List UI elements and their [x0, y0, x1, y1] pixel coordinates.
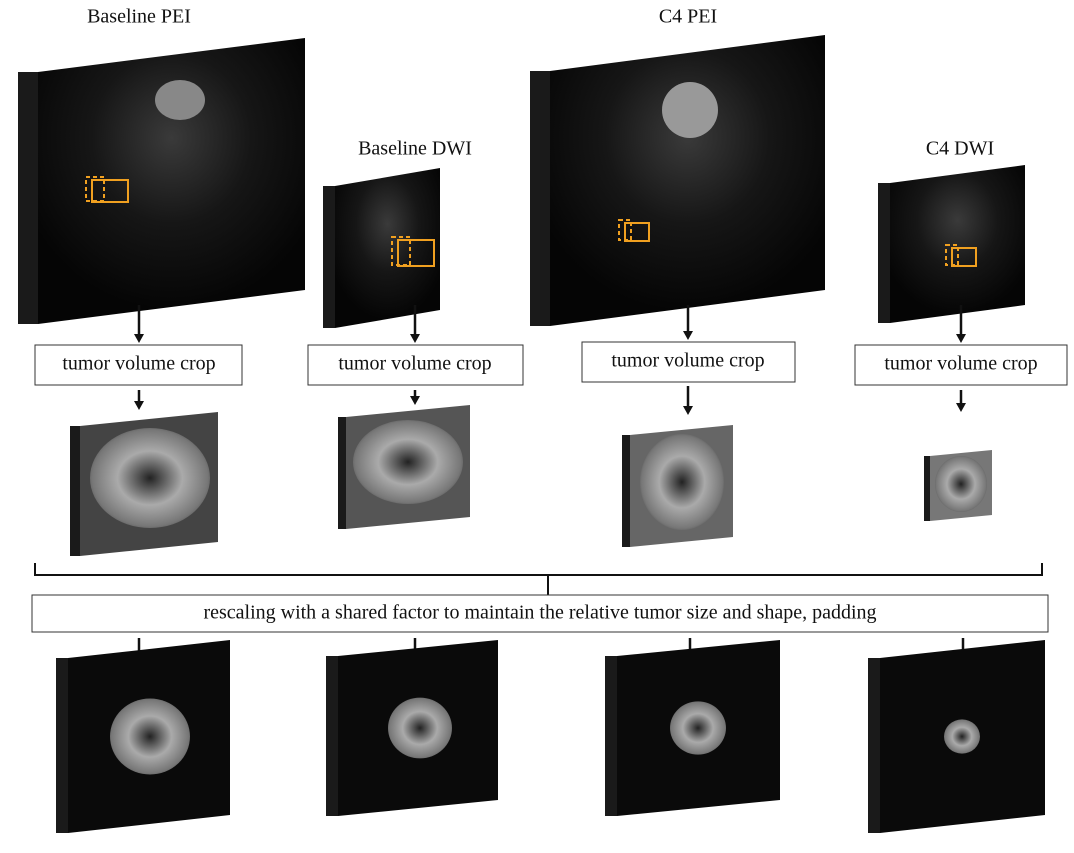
arrow-head [956, 403, 966, 412]
tumor-image [388, 698, 452, 759]
slab-side [326, 656, 338, 816]
column-title: C4 DWI [926, 138, 994, 160]
slab-side [18, 72, 38, 324]
arrow-head [956, 334, 966, 343]
arrow-head [410, 396, 420, 405]
arrow-head [134, 401, 144, 410]
anatomy [662, 82, 718, 138]
step-label: tumor volume crop [338, 353, 491, 375]
slab-side [70, 426, 80, 556]
column-title: Baseline PEI [87, 6, 191, 28]
layout [18, 35, 1045, 833]
slab-side [56, 658, 68, 833]
slab-side [868, 658, 880, 833]
slab-side [878, 183, 890, 323]
tumor-image [944, 719, 980, 753]
tumor-image [90, 428, 210, 528]
slab-face [890, 165, 1025, 323]
column-title: C4 PEI [659, 6, 717, 28]
slab-side [622, 435, 630, 547]
arrow-head [683, 406, 693, 415]
shared-step-label: rescaling with a shared factor to mainta… [203, 602, 876, 624]
slab-side [530, 71, 550, 326]
slab-side [323, 186, 335, 328]
tumor-image [110, 699, 190, 775]
slab-face [335, 168, 440, 328]
slab-side [605, 656, 617, 816]
step-label: tumor volume crop [884, 353, 1037, 375]
diagram: Baseline PEI Baseline DWI C4 PEI C4 DWI … [0, 0, 1074, 853]
slab-face [38, 38, 305, 324]
arrow-head [410, 334, 420, 343]
arrow-head [683, 331, 693, 340]
tumor-image [935, 456, 987, 512]
slab-face [550, 35, 825, 326]
tumor-image [640, 434, 724, 530]
step-label: tumor volume crop [611, 350, 764, 372]
step-label: tumor volume crop [62, 353, 215, 375]
tumor-image [353, 420, 463, 504]
bracket [35, 563, 1042, 575]
slab-side [924, 456, 930, 521]
anatomy [155, 80, 205, 120]
slab-side [338, 417, 346, 529]
arrow-head [134, 334, 144, 343]
column-title: Baseline DWI [358, 138, 472, 160]
tumor-image [670, 701, 726, 754]
